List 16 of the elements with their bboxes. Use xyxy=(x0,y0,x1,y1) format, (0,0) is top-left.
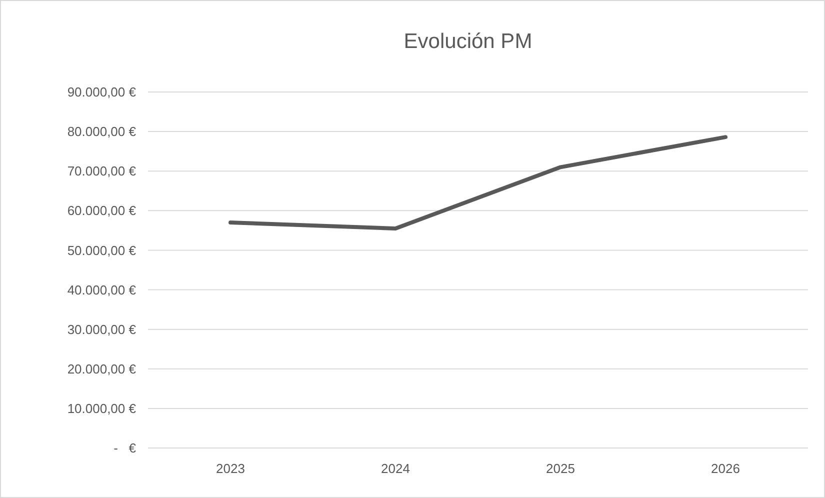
x-tick-label: 2025 xyxy=(546,461,575,476)
y-tick-label: 60.000,00 € xyxy=(67,203,137,218)
y-tick-label: 30.000,00 € xyxy=(67,322,137,337)
y-tick-label: 20.000,00 € xyxy=(67,361,137,376)
x-tick-label: 2023 xyxy=(216,461,245,476)
line-series xyxy=(228,135,728,230)
y-tick-label: 90.000,00 € xyxy=(67,84,137,100)
chart-title: Evolución PM xyxy=(404,30,532,53)
x-tick-label: 2026 xyxy=(711,461,740,476)
y-tick-label: 40.000,00 € xyxy=(67,282,137,298)
y-tick-label: 80.000,00 € xyxy=(67,124,137,140)
y-tick-label: 70.000,00 € xyxy=(67,164,137,179)
y-tick-label: 10.000,00 € xyxy=(67,400,137,416)
y-tick-label: 50.000,00 € xyxy=(67,242,137,258)
x-tick-label: 2024 xyxy=(381,461,410,476)
y-tick-label: - € xyxy=(114,440,137,456)
